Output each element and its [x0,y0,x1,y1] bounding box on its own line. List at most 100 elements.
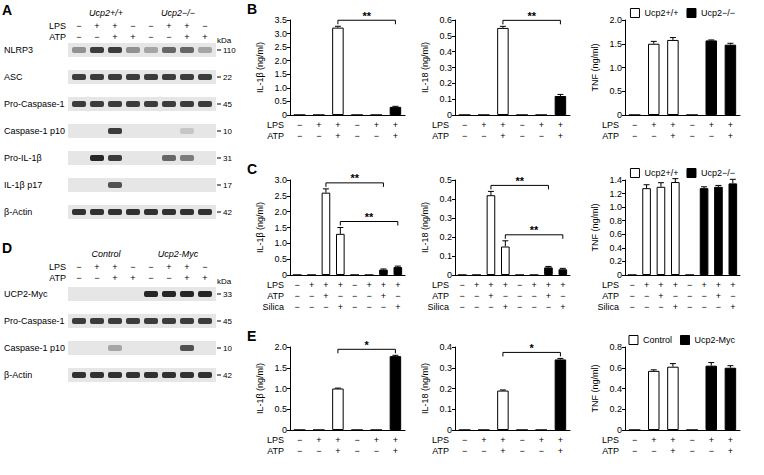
svg-text:+: + [546,291,551,301]
svg-text:+: + [374,120,379,130]
svg-text:0.4: 0.4 [609,384,622,394]
svg-text:17: 17 [223,181,232,190]
svg-text:−: − [517,291,522,301]
svg-text:−: − [709,131,714,141]
svg-text:Silica: Silica [427,302,449,312]
svg-text:−: − [519,435,524,445]
svg-text:−: − [687,280,692,290]
svg-text:+: + [130,32,135,42]
svg-text:−: − [374,131,379,141]
svg-text:+: + [500,435,505,445]
svg-text:−: − [460,291,465,301]
svg-text:TNF (ng/ml): TNF (ng/ml) [590,44,600,92]
svg-text:LPS: LPS [602,120,619,130]
svg-text:0.1: 0.1 [439,404,452,414]
svg-text:−: − [166,32,171,42]
svg-text:+: + [730,280,735,290]
svg-text:2.5: 2.5 [274,191,287,201]
svg-text:Caspase-1 p10: Caspase-1 p10 [4,343,65,353]
svg-text:0.2: 0.2 [439,78,452,88]
svg-text:+: + [558,446,563,456]
svg-text:E: E [247,328,256,344]
svg-text:2.0: 2.0 [609,15,622,25]
svg-text:−: − [517,280,522,290]
svg-text:−: − [76,21,81,31]
svg-text:0.2: 0.2 [609,256,622,266]
svg-text:+: + [335,120,340,130]
svg-text:−: − [630,280,635,290]
svg-text:+: + [658,280,663,290]
svg-text:−: − [148,21,153,31]
svg-text:−: − [338,291,343,301]
svg-text:Silica: Silica [597,302,619,312]
svg-text:0: 0 [617,110,622,120]
svg-text:−: − [560,291,565,301]
svg-text:−: − [374,446,379,456]
svg-text:0.5: 0.5 [439,175,452,185]
svg-text:LPS: LPS [602,280,619,290]
svg-text:1.0: 1.0 [609,63,622,73]
svg-text:−: − [644,291,649,301]
svg-text:−: − [730,291,735,301]
svg-text:0: 0 [447,425,452,435]
svg-text:0: 0 [282,270,287,280]
svg-text:Ucp2−/−: Ucp2−/− [701,8,735,18]
svg-text:*: * [530,342,535,354]
svg-text:+: + [728,131,733,141]
svg-text:−: − [309,302,314,312]
svg-text:0.8: 0.8 [609,216,622,226]
svg-text:42: 42 [223,208,232,217]
svg-text:Control: Control [91,249,121,259]
svg-text:−: − [460,280,465,290]
svg-text:ATP: ATP [49,273,66,283]
svg-text:Pro-Caspase-1: Pro-Caspase-1 [4,99,65,109]
svg-text:1.5: 1.5 [274,223,287,233]
svg-text:−: − [352,280,357,290]
svg-text:LPS: LPS [432,120,449,130]
svg-text:−: − [481,446,486,456]
svg-text:Control: Control [643,335,672,345]
svg-text:+: + [335,131,340,141]
svg-text:B: B [247,1,257,17]
svg-text:**: ** [527,10,536,22]
svg-text:−: − [517,302,522,312]
svg-text:−: − [539,446,544,456]
svg-text:0.4: 0.4 [439,194,452,204]
svg-text:−: − [531,302,536,312]
svg-text:−: − [474,291,479,301]
svg-text:−: − [689,435,694,445]
svg-text:45: 45 [223,100,232,109]
svg-text:+: + [393,120,398,130]
svg-text:−: − [689,446,694,456]
svg-text:−: − [202,262,207,272]
svg-text:31: 31 [223,154,232,163]
svg-text:LPS: LPS [49,21,66,31]
svg-text:1.0: 1.0 [274,384,287,394]
svg-text:−: − [701,291,706,301]
svg-text:+: + [395,280,400,290]
svg-text:+: + [374,435,379,445]
svg-text:IL-18 (ng/ml): IL-18 (ng/ml) [420,202,430,253]
svg-text:−: − [716,302,721,312]
svg-text:1.2: 1.2 [609,189,622,199]
svg-text:ATP: ATP [267,446,284,456]
svg-text:−: − [632,446,637,456]
svg-text:−: − [354,120,359,130]
svg-text:+: + [673,280,678,290]
svg-text:+: + [335,446,340,456]
svg-text:−: − [148,32,153,42]
svg-text:+: + [670,435,675,445]
svg-text:+: + [644,280,649,290]
svg-text:−: − [481,131,486,141]
svg-text:1.0: 1.0 [609,202,622,212]
svg-text:+: + [381,280,386,290]
svg-text:+: + [335,435,340,445]
svg-text:3.0: 3.0 [274,29,287,39]
svg-text:+: + [500,131,505,141]
svg-text:+: + [481,120,486,130]
svg-text:β-Actin: β-Actin [4,207,32,217]
svg-text:−: − [148,273,153,283]
svg-text:IL-1β p17: IL-1β p17 [4,180,42,190]
svg-text:+: + [481,435,486,445]
svg-text:LPS: LPS [267,120,284,130]
